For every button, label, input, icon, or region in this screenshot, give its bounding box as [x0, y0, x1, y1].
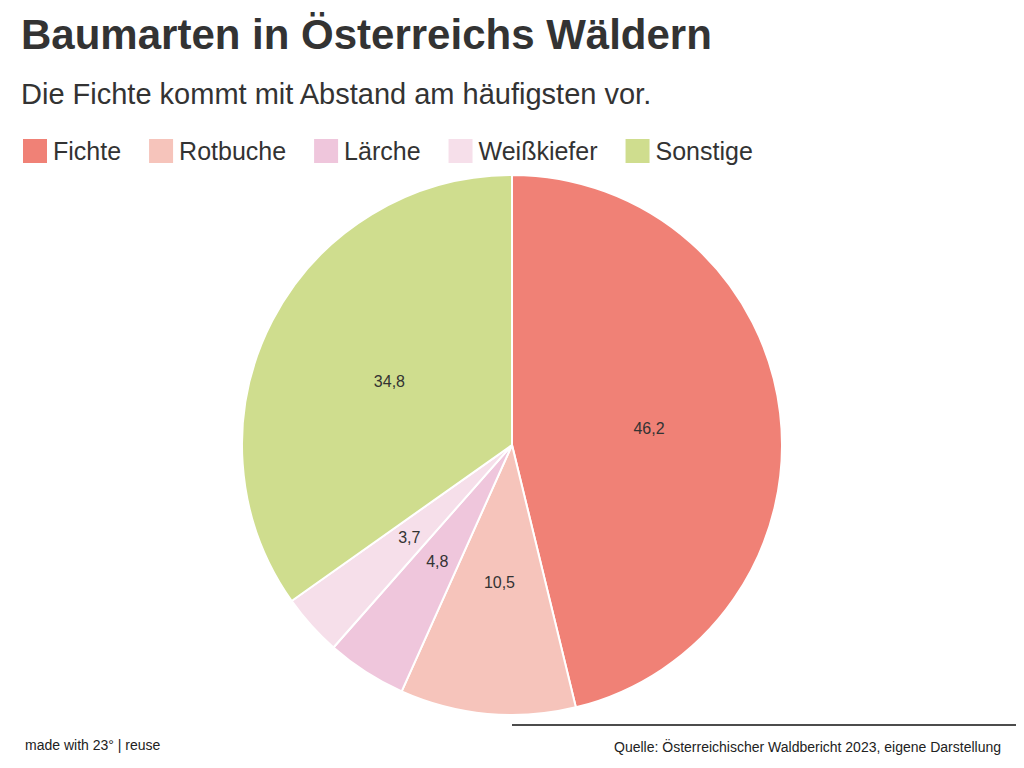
- svg-text:Fichte: Fichte: [53, 137, 121, 165]
- svg-text:10,5: 10,5: [484, 574, 515, 591]
- svg-text:Quelle: Österreichischer Waldb: Quelle: Österreichischer Waldbericht 202…: [614, 738, 1001, 755]
- svg-text:Sonstige: Sonstige: [656, 137, 753, 165]
- svg-text:Lärche: Lärche: [344, 137, 420, 165]
- svg-text:made with 23° | reuse: made with 23° | reuse: [25, 737, 161, 753]
- svg-text:34,8: 34,8: [374, 373, 405, 390]
- svg-text:Die Fichte kommt mit Abstand a: Die Fichte kommt mit Abstand am häufigst…: [21, 78, 651, 110]
- svg-text:Baumarten in Österreichs Wälde: Baumarten in Österreichs Wäldern: [21, 11, 712, 58]
- svg-text:4,8: 4,8: [426, 553, 448, 570]
- svg-text:Weißkiefer: Weißkiefer: [479, 137, 598, 165]
- svg-text:46,2: 46,2: [633, 420, 664, 437]
- svg-text:Rotbuche: Rotbuche: [179, 137, 286, 165]
- svg-text:3,7: 3,7: [398, 529, 420, 546]
